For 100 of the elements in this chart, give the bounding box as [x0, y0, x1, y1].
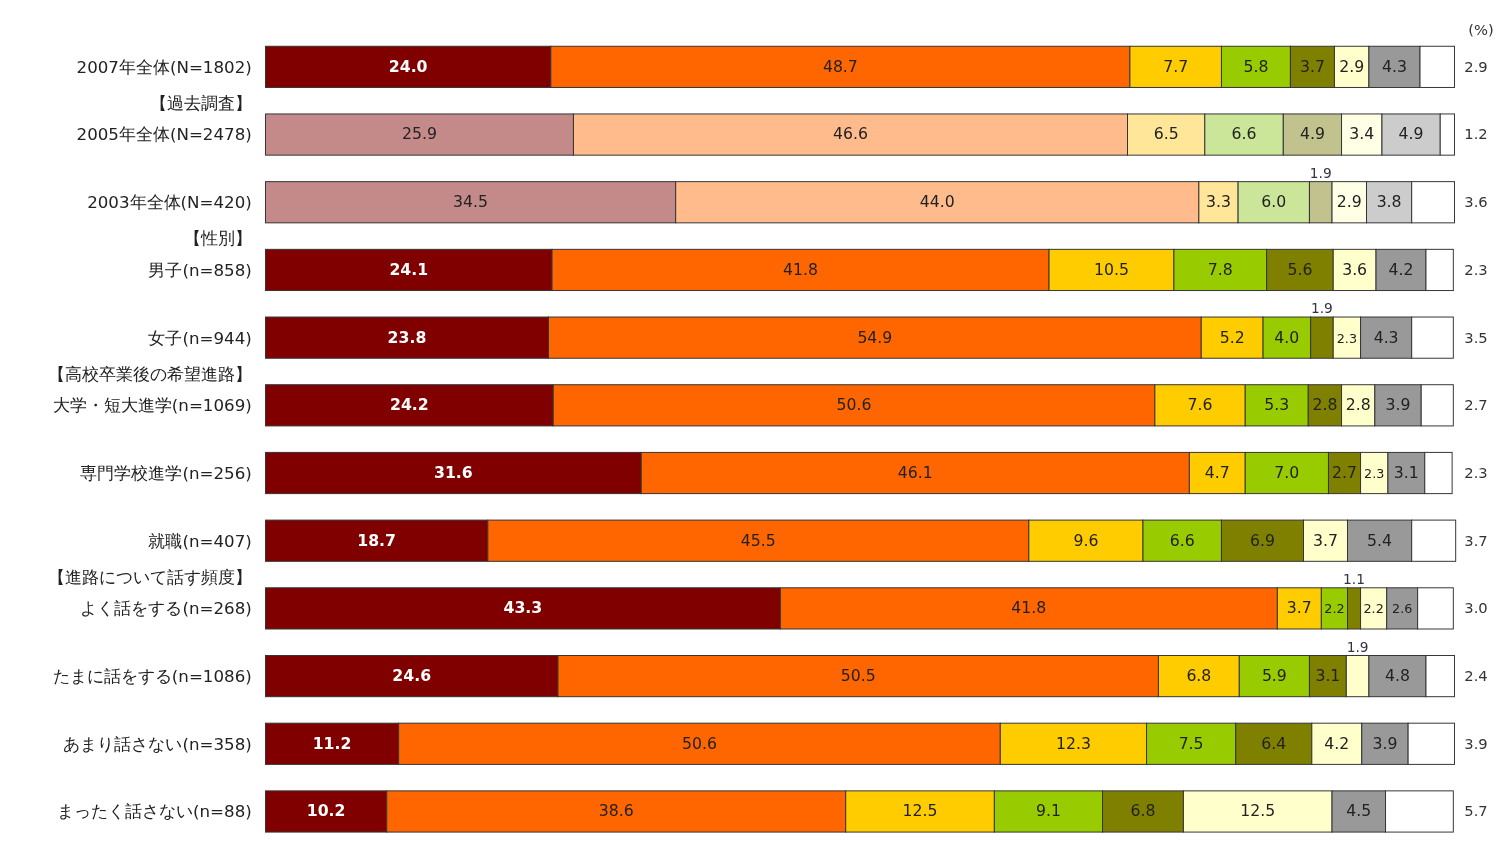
data-label: 6.6	[1169, 530, 1195, 550]
data-label: 5.2	[1219, 327, 1245, 347]
data-label: 1.9	[1311, 300, 1333, 317]
data-label: 2.3	[1364, 465, 1385, 481]
data-label: 2.9	[1339, 56, 1365, 76]
data-label: 4.9	[1398, 124, 1424, 144]
data-label: 41.8	[783, 259, 819, 279]
data-label: 2.8	[1345, 395, 1371, 415]
data-label: 43.3	[503, 598, 543, 618]
data-label: 3.0	[1464, 599, 1488, 617]
data-label: 3.3	[1206, 192, 1231, 212]
data-label: 50.6	[682, 733, 717, 753]
data-label: 5.8	[1243, 56, 1269, 76]
data-label: 1.2	[1464, 125, 1488, 143]
data-label: 11.2	[312, 733, 352, 753]
data-label: 5.9	[1261, 666, 1287, 685]
data-label: 3.5	[1464, 328, 1488, 346]
text: (%)	[1468, 21, 1494, 39]
data-label: 54.9	[857, 327, 893, 347]
data-label: 3.9	[1372, 733, 1398, 753]
y-tick-label: 2003年全体(N=420)	[87, 193, 252, 213]
data-label: 6.8	[1186, 666, 1212, 685]
y-tick-label: あまり話さない(n=358)	[63, 734, 252, 754]
y-tick-label: 女子(n=944)	[148, 328, 252, 348]
data-label: 12.5	[902, 801, 938, 821]
data-label: 24.0	[388, 56, 428, 76]
data-label: 7.5	[1178, 733, 1204, 753]
data-label: 1.1	[1343, 570, 1365, 587]
data-label: 4.5	[1346, 801, 1372, 821]
data-label: 3.7	[1299, 56, 1325, 76]
data-label: 6.5	[1153, 124, 1179, 144]
data-label: 2.7	[1464, 396, 1488, 414]
data-label: 4.9	[1299, 124, 1325, 144]
data-label: 3.6	[1342, 259, 1368, 279]
data-label: 1.9	[1309, 164, 1332, 181]
data-label: 3.4	[1349, 124, 1375, 144]
data-label: 6.0	[1261, 192, 1287, 212]
data-label: 3.1	[1315, 666, 1341, 685]
data-label: 24.2	[389, 395, 429, 415]
y-tick-label: 【性別】	[183, 229, 252, 249]
data-label: 3.7	[1464, 531, 1488, 549]
data-label: 41.8	[1011, 598, 1047, 618]
data-label: 6.6	[1231, 124, 1257, 144]
data-label: 3.1	[1393, 462, 1419, 482]
y-tick-label: 専門学校進学(n=256)	[80, 463, 252, 483]
data-label: 4.7	[1204, 462, 1230, 482]
data-label: 45.5	[740, 530, 776, 550]
data-label: 3.6	[1464, 193, 1488, 211]
data-label: 3.9	[1385, 395, 1411, 415]
data-label: 25.9	[401, 124, 437, 144]
data-label: 2.7	[1332, 462, 1357, 482]
data-label: 12.5	[1240, 801, 1276, 821]
data-label: 9.6	[1073, 530, 1099, 550]
data-label: 2.6	[1392, 601, 1413, 617]
data-label: 5.6	[1287, 259, 1313, 279]
data-label: 7.6	[1187, 395, 1213, 415]
data-label: 6.9	[1250, 530, 1275, 550]
data-label: 23.8	[387, 327, 427, 347]
y-tick-label: 【進路について話す頻度】	[47, 567, 252, 587]
data-label: 4.8	[1384, 666, 1410, 685]
data-label: 18.7	[357, 530, 397, 550]
data-label: 24.6	[392, 666, 432, 685]
data-label: 2.2	[1363, 601, 1384, 617]
data-label: 5.7	[1464, 802, 1488, 820]
data-label: 2.3	[1464, 260, 1488, 278]
y-tick-label: 2005年全体(N=2478)	[76, 125, 252, 145]
y-tick-label: 男子(n=858)	[148, 260, 252, 280]
data-label: 3.9	[1464, 734, 1488, 752]
data-label: 50.6	[836, 395, 872, 415]
data-label: 2.3	[1464, 463, 1488, 481]
data-label: 10.5	[1094, 259, 1129, 279]
data-label: 4.3	[1381, 56, 1407, 76]
data-label: 6.8	[1130, 801, 1156, 821]
data-label: 2.2	[1324, 601, 1345, 617]
data-label: 2.3	[1336, 330, 1358, 346]
y-tick-label: 大学・短大進学(n=1069)	[52, 396, 252, 416]
data-label: 7.8	[1207, 259, 1233, 279]
data-label: 3.7	[1286, 598, 1312, 618]
data-label: 31.6	[433, 462, 473, 482]
y-tick-label: よく話をする(n=268)	[80, 599, 252, 619]
data-label: 2.4	[1464, 667, 1488, 684]
data-label: 34.5	[453, 192, 489, 212]
data-label: 4.2	[1388, 259, 1414, 279]
data-label: 4.3	[1373, 327, 1399, 347]
data-label: 9.1	[1035, 801, 1061, 821]
data-label: 48.7	[822, 56, 858, 76]
y-tick-label: 2007年全体(N=1802)	[76, 57, 252, 77]
data-label: 5.3	[1264, 395, 1290, 415]
data-label: 38.6	[598, 801, 634, 821]
data-label: 2.9	[1336, 192, 1362, 212]
data-label: 44.0	[919, 192, 955, 212]
data-label: 7.7	[1163, 56, 1189, 76]
data-label: 3.7	[1313, 530, 1338, 550]
data-label: 46.6	[833, 124, 868, 144]
y-tick-label: たまに話をする(n=1086)	[52, 666, 252, 686]
y-tick-label: 就職(n=407)	[148, 531, 252, 551]
y-tick-label: まったく話さない(n=88)	[57, 802, 252, 822]
data-label: 4.2	[1324, 733, 1350, 753]
data-label: 24.1	[389, 259, 429, 279]
data-label: 2.9	[1464, 57, 1488, 75]
